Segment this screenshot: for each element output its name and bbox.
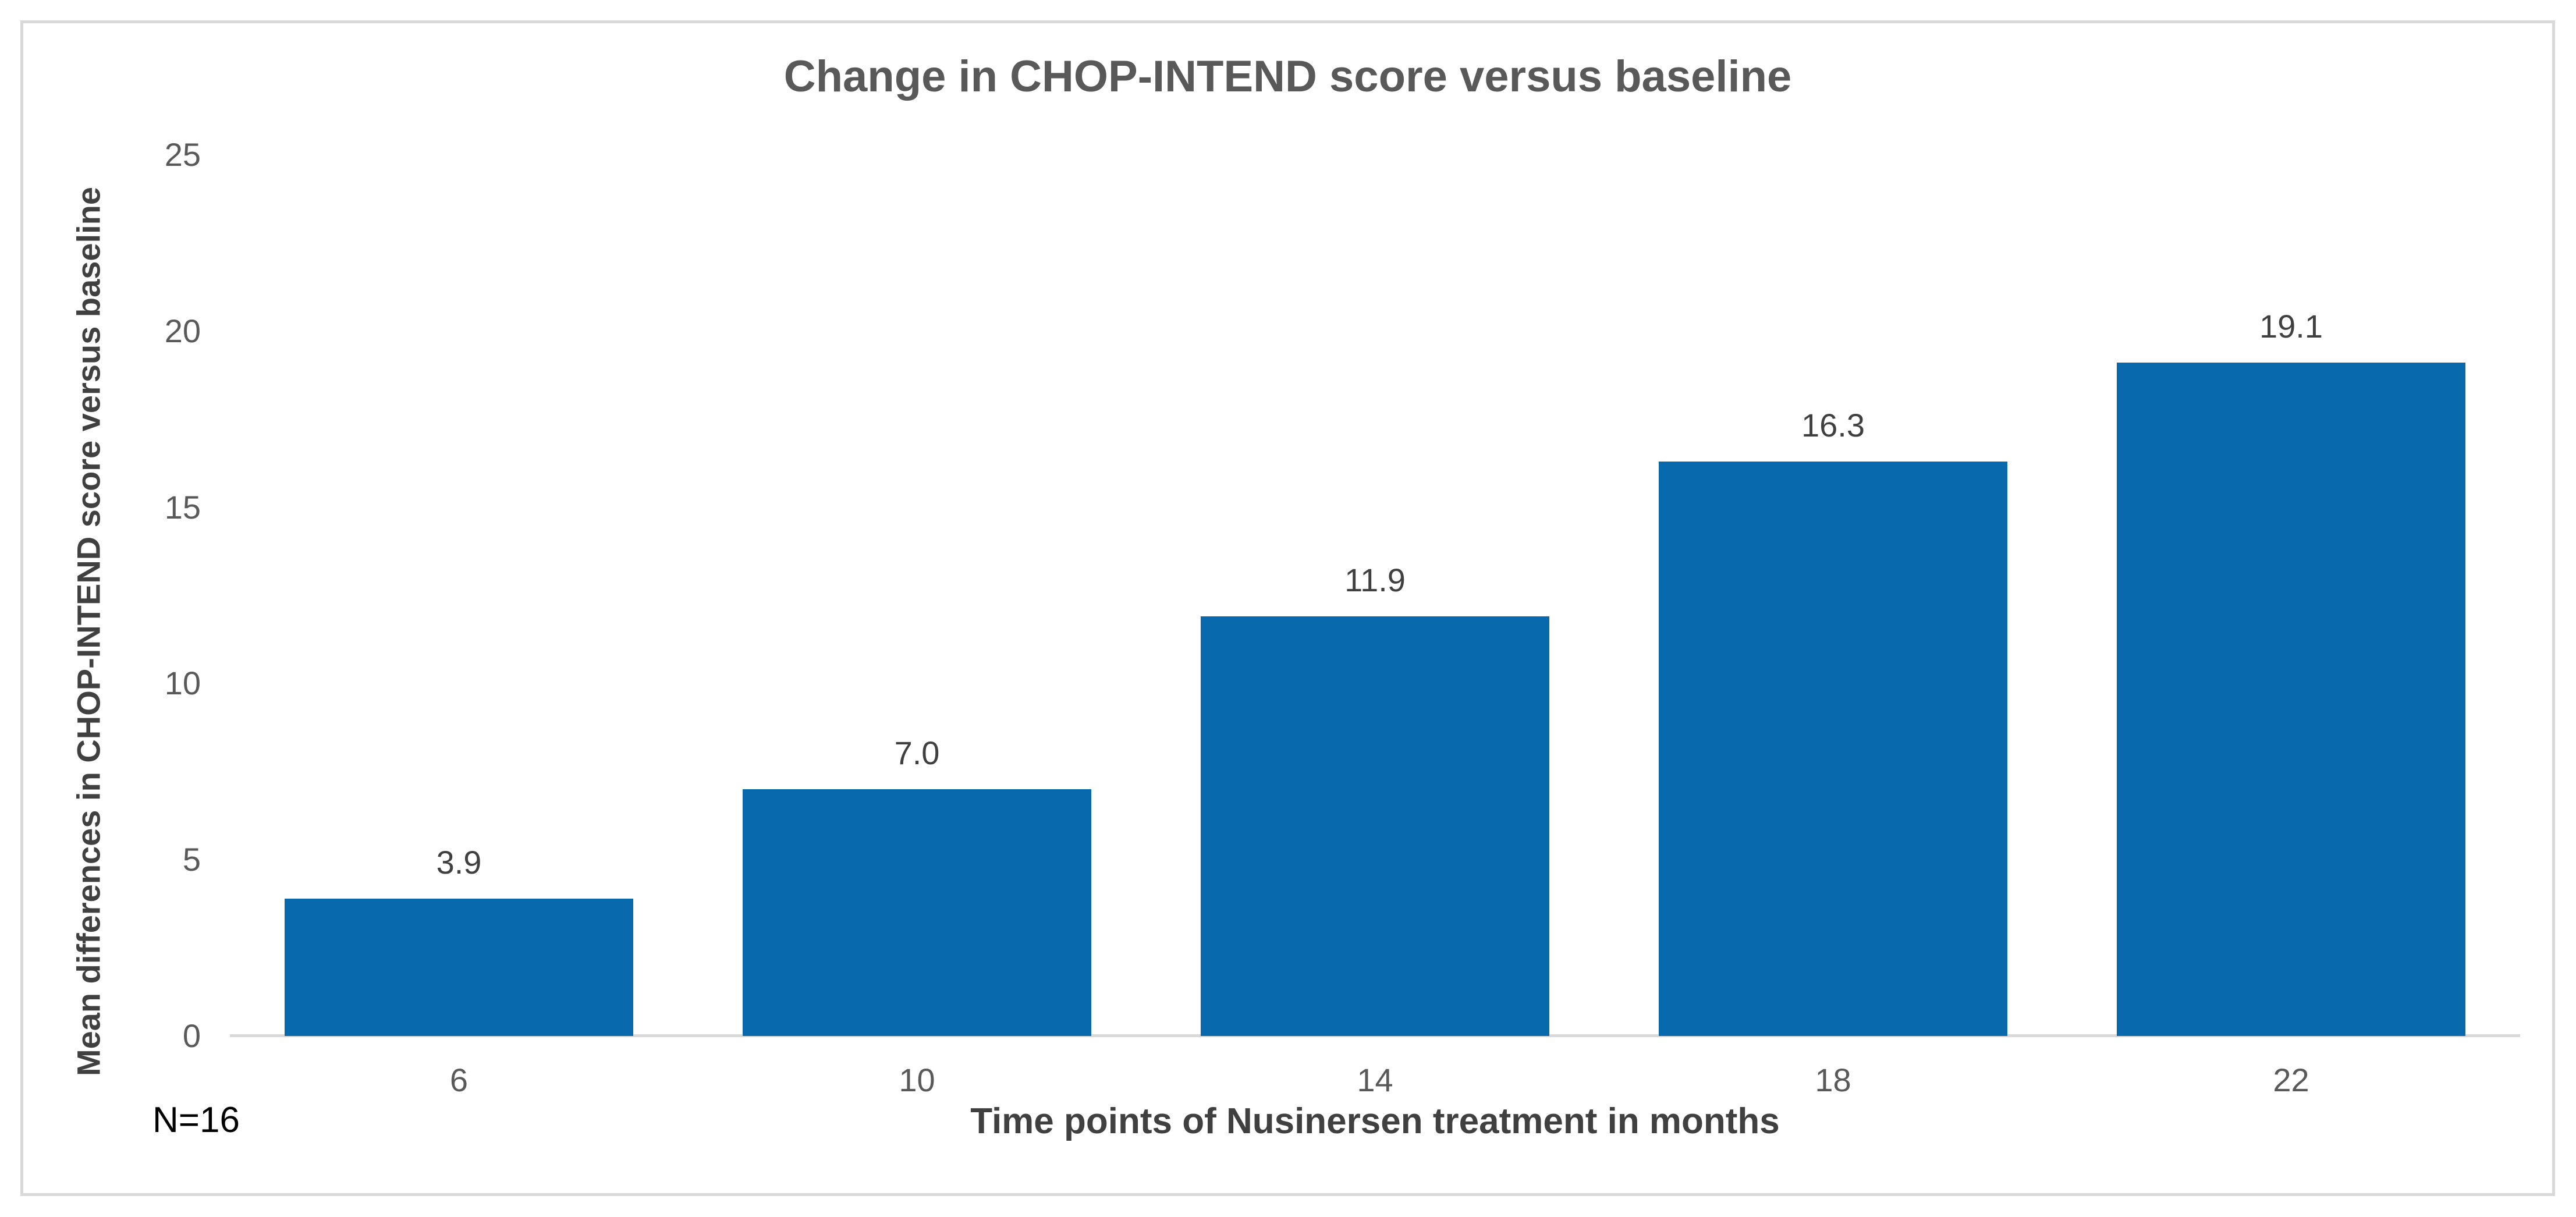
bar-value-label: 19.1	[2259, 308, 2323, 345]
bar-value-label: 7.0	[894, 735, 940, 772]
y-axis-title-text: Mean differences in CHOP-INTEND score ve…	[70, 186, 107, 1077]
x-tick-label: 10	[899, 1062, 935, 1098]
bar	[1659, 461, 2007, 1036]
x-tick-label: 18	[1815, 1062, 1851, 1098]
y-tick-label: 20	[164, 312, 201, 349]
x-axis-title: Time points of Nusinersen treatment in m…	[970, 1101, 1780, 1141]
bar	[285, 898, 633, 1036]
bar-slot: 19.1 22	[2062, 155, 2520, 1097]
x-tick-label: 14	[1357, 1062, 1393, 1098]
x-tick-label: 22	[2273, 1062, 2309, 1098]
bar-slot: 11.9 14	[1146, 155, 1604, 1097]
plot-area: 3.9 6 7.0 10 11.9 14 16.3 18 19.1 22 0 5 10 15 20 25	[165, 139, 2520, 1097]
bar-slot: 7.0 10	[688, 155, 1146, 1097]
y-tick-label: 0	[182, 1017, 201, 1054]
bar-slot: 3.9 6	[230, 155, 688, 1097]
sample-size-label: N=16	[152, 1100, 240, 1140]
y-tick-label: 25	[164, 136, 201, 173]
bar-value-label: 16.3	[1801, 406, 1865, 443]
y-tick-label: 5	[182, 841, 201, 878]
bar	[1201, 616, 1549, 1036]
bar	[743, 789, 1091, 1036]
chart-title: Change in CHOP-INTEND score versus basel…	[783, 52, 1792, 101]
bar	[2117, 363, 2465, 1036]
x-tick-label: 6	[449, 1062, 469, 1098]
y-tick-label: 15	[164, 488, 201, 526]
bar-value-label: 3.9	[436, 843, 482, 881]
bar-slots: 3.9 6 7.0 10 11.9 14 16.3 18 19.1 22	[230, 155, 2520, 1097]
y-tick-label: 10	[164, 665, 201, 702]
bar-value-label: 11.9	[1344, 562, 1406, 599]
bar-slot: 16.3 18	[1604, 155, 2062, 1097]
